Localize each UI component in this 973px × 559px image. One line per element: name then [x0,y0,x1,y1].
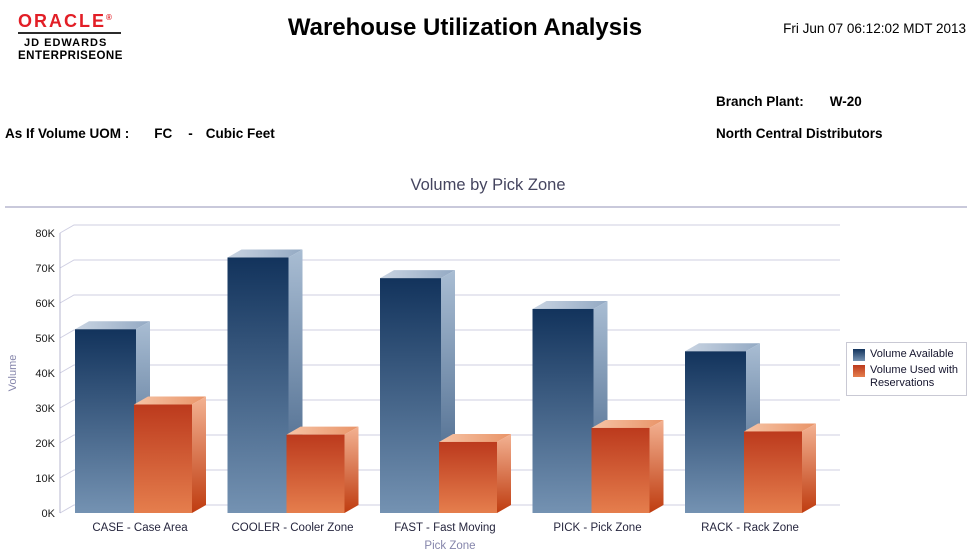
legend-swatch-volume-available [853,348,865,361]
bar-top-face [744,423,816,432]
y-tick-label: 0K [42,508,56,520]
chart-legend: Volume Available Volume Used with Reserv… [846,342,967,396]
legend-swatch-volume-used [853,364,865,377]
bar-front-face [439,441,497,513]
bar-top-face [227,249,303,258]
bar-front-face [591,427,650,513]
bar-top-face [75,321,150,330]
bar-front-face [134,404,192,513]
bar-available-rack [685,343,760,513]
bar-available-cooler [227,249,303,513]
logo-jd-edwards-text: JD EDWARDS [24,37,108,49]
bar-front-face [744,431,802,513]
x-category-label: COOLER - Cooler Zone [231,522,353,534]
bar-side-face [192,396,206,513]
bar-used-rack [744,423,816,513]
oracle-wordmark: ORACLE® [18,8,138,31]
legend-item-volume-available: Volume Available [853,348,961,361]
legend-item-volume-used: Volume Used with Reservations [853,364,961,390]
branch-plant-name: North Central Distributors [716,126,883,141]
x-category-label: RACK - Rack Zone [701,522,799,534]
y-tick-label: 10K [35,473,55,485]
bar-top-face [439,433,511,442]
registered-trademark-symbol: ® [106,13,112,22]
y-tick-label: 70K [35,263,55,275]
x-category-label: PICK - Pick Zone [553,522,641,534]
bar-side-face [649,419,664,513]
bar-front-face [685,351,746,513]
bar-front-face [227,257,289,513]
bar-front-face [286,434,345,513]
uom-dash: - [188,126,193,141]
oracle-brand-text: ORACLE [18,11,106,31]
bar-used-pick [591,419,664,513]
oracle-jde-logo: ORACLE® JD EDWARDS ENTERPRISEONE [18,8,138,62]
legend-label-volume-used: Volume Used with Reservations [870,364,959,389]
y-tick-label: 60K [35,298,55,310]
bar-top-face [685,343,760,352]
bar-used-case [134,396,206,513]
logo-enterpriseone-text: ENTERPRISEONE [18,50,123,62]
branch-plant-value: W-20 [829,94,862,109]
bar-front-face [380,278,441,513]
bar-top-face [286,426,359,435]
page-title: Warehouse Utilization Analysis [287,14,643,41]
gridline-60K [59,294,840,304]
logo-divider-line [18,32,121,34]
y-tick-label: 40K [35,368,55,380]
bar-top-face [380,270,455,279]
bar-side-face [802,423,816,513]
uom-label: As If Volume UOM : [5,126,130,141]
x-axis-title: Pick Zone [424,540,475,552]
as-if-volume-uom-row: As If Volume UOM : FC - Cubic Feet [5,126,275,141]
y-tick-label: 50K [35,333,55,345]
report-datetime: Fri Jun 07 06:12:02 MDT 2013 [783,21,966,36]
y-tick-label: 80K [35,228,55,240]
x-category-label: CASE - Case Area [92,522,188,534]
uom-description: Cubic Feet [205,126,275,141]
legend-label-volume-available: Volume Available [870,348,954,360]
bar-side-face [344,426,359,513]
bar-front-face [75,329,136,513]
y-tick-label: 30K [35,403,55,415]
bar-side-face [497,433,511,513]
chart-separator-line [5,206,967,208]
y-tick-label: 20K [35,438,55,450]
branch-plant-label: Branch Plant: [716,94,804,109]
uom-code: FC [154,126,173,141]
bar-top-face [532,300,608,309]
bar-used-cooler [286,426,359,513]
bar-available-fast [380,270,455,513]
bar-front-face [532,308,594,513]
gridline-80K [59,224,840,234]
branch-plant-row: Branch Plant: W-20 [716,94,862,109]
chart-title: Volume by Pick Zone [410,176,566,194]
bar-top-face [591,419,664,428]
bar-used-fast [439,433,511,513]
x-category-label: FAST - Fast Moving [394,522,495,534]
y-axis-title: Volume [7,355,19,392]
gridline-70K [59,259,840,269]
bar-top-face [134,396,206,405]
volume-by-pick-zone-bar-chart: 0K 10K 20K 30K 40K 50K 60K 70K 80K CASE - Case A… [7,224,840,552]
